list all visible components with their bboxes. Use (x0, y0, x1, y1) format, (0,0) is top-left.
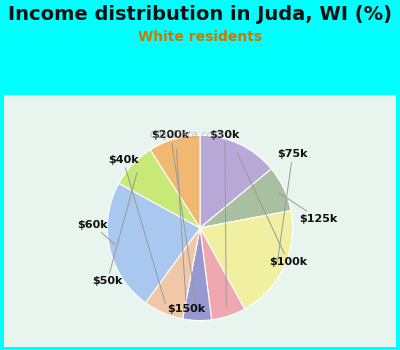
Wedge shape (200, 228, 245, 320)
Text: White residents: White residents (138, 30, 262, 44)
Wedge shape (119, 150, 200, 228)
Text: $75k: $75k (277, 149, 308, 261)
Text: $50k: $50k (92, 172, 137, 286)
Wedge shape (150, 135, 200, 228)
Wedge shape (200, 169, 291, 228)
Text: $100k: $100k (238, 153, 307, 267)
Text: $125k: $125k (280, 193, 338, 224)
FancyBboxPatch shape (0, 90, 400, 350)
Wedge shape (200, 135, 271, 228)
Wedge shape (200, 211, 293, 309)
Text: $40k: $40k (108, 155, 165, 303)
Text: $30k: $30k (210, 130, 240, 306)
Text: $150k: $150k (167, 149, 206, 314)
Text: $60k: $60k (77, 219, 115, 245)
Text: Income distribution in Juda, WI (%): Income distribution in Juda, WI (%) (8, 5, 392, 24)
Wedge shape (183, 228, 212, 321)
Wedge shape (146, 228, 200, 319)
Text: City-Data.com: City-Data.com (150, 130, 224, 140)
Wedge shape (107, 183, 200, 303)
Text: $200k: $200k (152, 130, 197, 310)
